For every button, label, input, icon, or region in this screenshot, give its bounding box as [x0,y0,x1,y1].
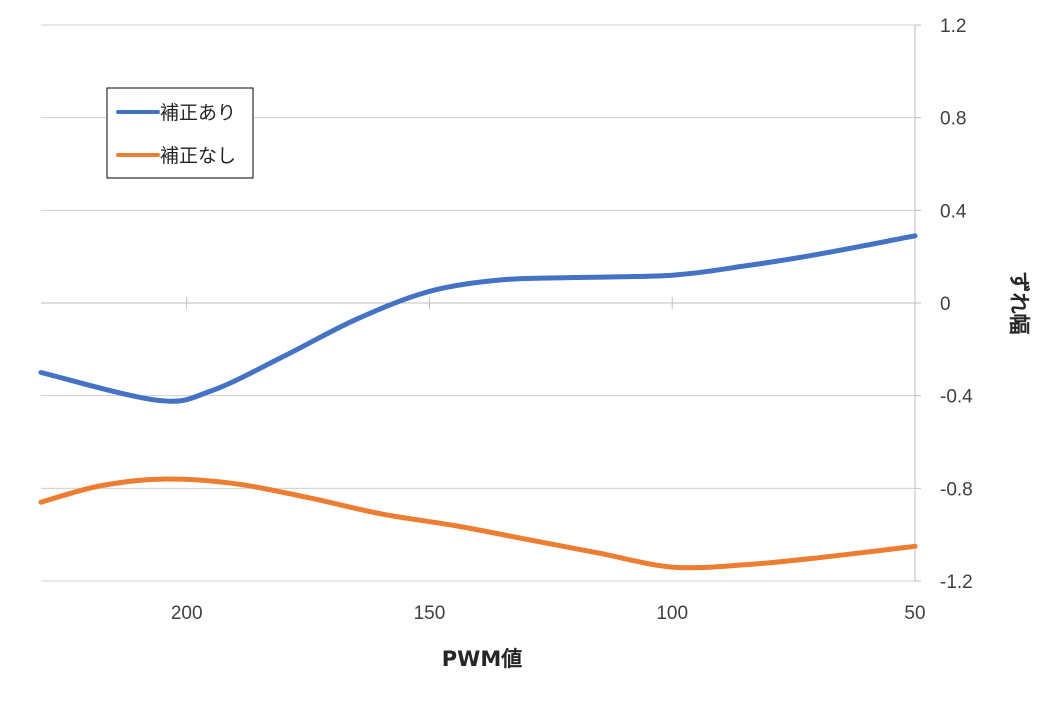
legend: 補正あり 補正なし [106,87,254,179]
series-lines [38,233,918,571]
legend-label-without-correction: 補正なし [160,145,236,167]
x-axis-title: PWM値 [442,647,522,671]
x-tick-label: 200 [171,603,203,624]
y-tick-label: 0.4 [940,201,967,222]
x-tick-label: 50 [904,603,925,624]
series-line-without-correction [38,476,918,571]
x-tick-label: 150 [414,603,446,624]
y-tick-label: 0 [940,294,951,315]
y-tick-label: -0.8 [940,479,973,500]
y-tick-label: 0.8 [940,109,966,130]
y-tick-label: -0.4 [940,387,973,408]
y-tick-label: 1.2 [940,16,966,37]
legend-label-with-correction: 補正あり [160,102,236,124]
tick-labels: 1.2 0.8 0.4 0 -0.4 -0.8 -1.2 200 150 100 50 [171,16,973,624]
legend-box [106,87,254,179]
x-tick-label: 100 [656,603,688,624]
series-line-with-correction [38,233,918,404]
y-axis-title: ずれ幅 [1007,272,1031,335]
y-tick-label: -1.2 [940,572,973,593]
